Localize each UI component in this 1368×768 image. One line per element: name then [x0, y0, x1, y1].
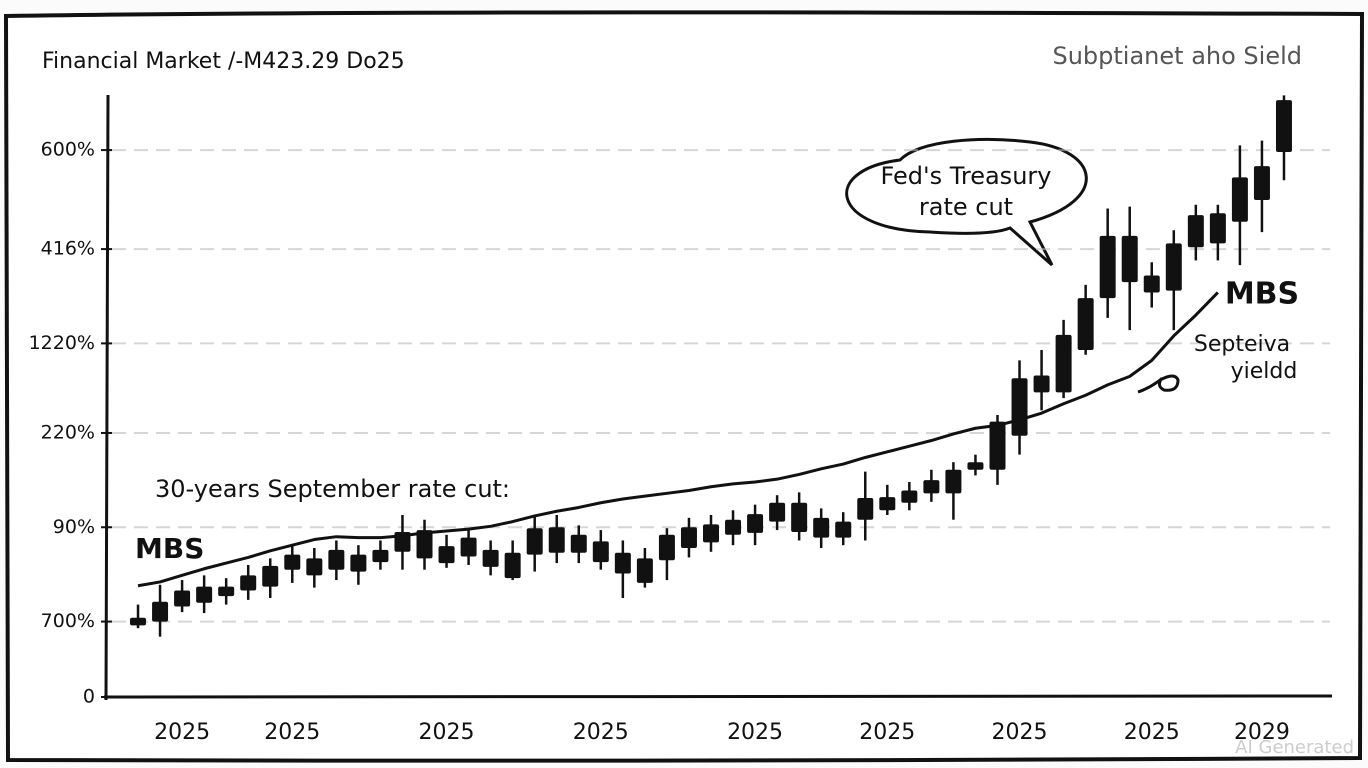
candle-body	[1099, 235, 1116, 299]
candle-body	[747, 514, 764, 533]
x-tick-label: 2025	[419, 720, 475, 745]
candle-body	[1011, 378, 1028, 436]
x-tick-label: 2025	[573, 720, 629, 745]
candle-body	[482, 549, 499, 567]
candle-body	[813, 517, 830, 538]
candle-body	[460, 537, 477, 557]
candle-body	[152, 601, 169, 622]
candle-body	[350, 554, 367, 572]
candle-body	[372, 549, 389, 563]
y-tick-label: 220%	[41, 421, 95, 443]
y-tick-label: 600%	[41, 139, 95, 161]
x-tick-label: 2025	[264, 720, 320, 745]
candle-body	[879, 497, 896, 511]
line-series	[137, 291, 1219, 588]
candle-body	[196, 586, 213, 603]
candle-body	[240, 575, 257, 591]
annotation: Fed's Treasury	[881, 162, 1052, 190]
y-tick-label: 90%	[53, 516, 95, 538]
candle-body	[570, 534, 587, 553]
candle-body	[1253, 166, 1270, 201]
annotation: MBS	[135, 532, 204, 565]
x-tick-label: 2025	[992, 720, 1048, 745]
candle-body	[791, 502, 808, 532]
candle-body	[614, 552, 631, 574]
candle-body	[1033, 375, 1050, 393]
candle-body	[945, 469, 962, 494]
axes	[103, 94, 1333, 701]
candle-body	[1275, 100, 1292, 152]
candle-body	[1055, 334, 1072, 393]
watermark: AI Generated	[1235, 737, 1354, 758]
candle-body	[328, 549, 345, 570]
candle-body	[1165, 243, 1182, 291]
x-tick-label: 2025	[1124, 720, 1180, 745]
candle-body	[284, 554, 301, 570]
candle-body	[306, 558, 323, 576]
candle-body	[130, 617, 147, 626]
candle-body	[989, 421, 1006, 470]
candle-body	[835, 521, 852, 538]
candle-body	[1231, 177, 1248, 222]
candle-body	[967, 462, 984, 470]
candle-body	[526, 528, 543, 555]
annotation: rate cut	[919, 193, 1013, 221]
candle-body	[592, 541, 609, 563]
candle-body	[416, 530, 433, 559]
candle-body	[703, 524, 719, 543]
candle-body	[548, 527, 565, 553]
candle-body	[1143, 275, 1160, 293]
y-tick-label: 0	[83, 686, 95, 708]
speech-bubble	[845, 137, 1088, 267]
chart-title: Financial Market /-M423.29 Do25	[42, 49, 405, 74]
x-tick-label: 2025	[727, 720, 783, 745]
x-tick-label: 2025	[859, 720, 915, 745]
candle-body	[923, 480, 940, 494]
candle-body	[769, 502, 786, 522]
candle-body	[438, 546, 455, 564]
candle-body	[1121, 235, 1138, 283]
annotation: Septeiva	[1194, 332, 1290, 357]
x-tick-label: 2029	[1234, 720, 1290, 745]
candle-body	[1077, 298, 1094, 350]
series-label: MBS	[1225, 277, 1299, 312]
y-tick-label: 700%	[41, 610, 95, 632]
annotation: 30-years September rate cut:	[155, 475, 510, 503]
candle-body	[262, 565, 279, 587]
candle-body	[504, 552, 521, 579]
squiggle	[1137, 374, 1180, 394]
candle-body	[174, 590, 191, 607]
candle-body	[218, 586, 235, 597]
candle-body	[680, 527, 697, 549]
chart-subtitle: Subptianet aho Sield	[1052, 42, 1302, 70]
candle-body	[1187, 215, 1204, 248]
x-tick-label: 2025	[154, 720, 210, 745]
y-tick-label: 1220%	[29, 332, 95, 354]
candle-body	[1209, 213, 1226, 244]
candle-body	[901, 490, 918, 503]
y-tick-label: 416%	[41, 238, 95, 260]
annotation: yieldd	[1231, 359, 1298, 384]
candle-body	[857, 498, 874, 520]
candle-body	[636, 558, 653, 583]
candle-body	[725, 519, 742, 535]
candle-body	[658, 534, 675, 561]
